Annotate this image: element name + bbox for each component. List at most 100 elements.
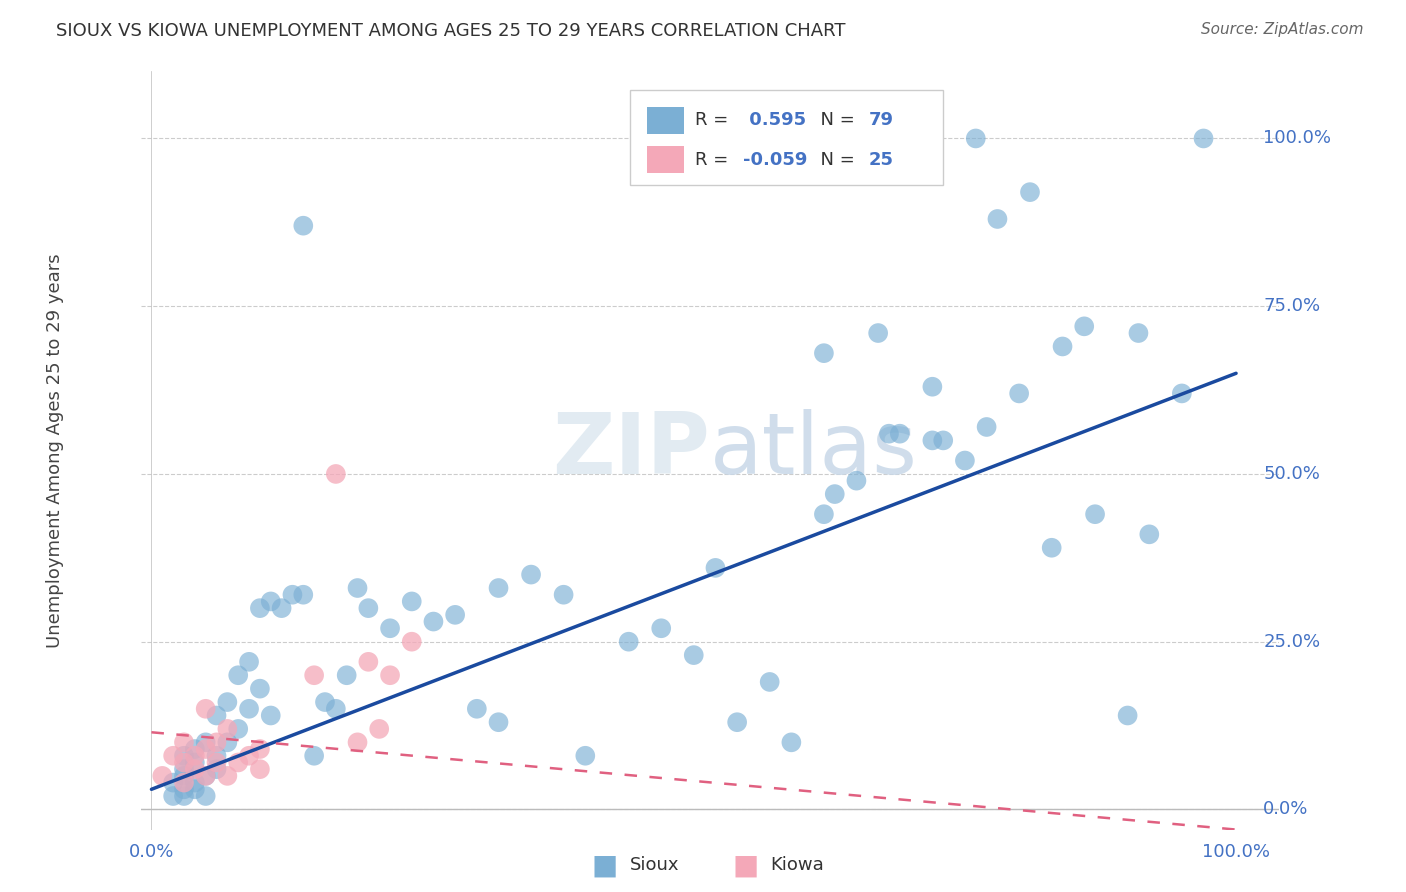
Point [921, 380, 943, 394]
Point [976, 420, 998, 434]
Text: Kiowa: Kiowa [770, 856, 824, 874]
Text: ZIP: ZIP [553, 409, 710, 492]
Point [184, 742, 207, 756]
Point [238, 748, 260, 763]
Point [226, 756, 249, 770]
Point [1052, 339, 1074, 353]
Point [184, 762, 207, 776]
Point [173, 735, 195, 749]
Point [173, 756, 195, 770]
Point [238, 702, 260, 716]
Point [194, 789, 217, 803]
Point [520, 567, 543, 582]
Point [444, 607, 467, 622]
Point [1128, 326, 1150, 340]
Point [465, 702, 488, 716]
Point [378, 621, 401, 635]
Point [205, 756, 228, 770]
Text: 50.0%: 50.0% [1263, 465, 1320, 483]
FancyBboxPatch shape [647, 146, 683, 173]
Text: 0.595: 0.595 [742, 112, 806, 129]
Point [1084, 507, 1107, 521]
Point [292, 219, 315, 233]
Text: atlas: atlas [710, 409, 918, 492]
Point [217, 695, 239, 709]
Point [357, 655, 380, 669]
Text: ■: ■ [733, 851, 758, 880]
Point [368, 722, 391, 736]
Point [205, 762, 228, 776]
Text: -0.059: -0.059 [742, 151, 807, 169]
Text: 25: 25 [869, 151, 893, 169]
Point [238, 655, 260, 669]
Point [302, 668, 325, 682]
Point [325, 467, 347, 481]
Point [217, 722, 239, 736]
Text: 0.0%: 0.0% [1263, 800, 1309, 819]
Point [932, 434, 955, 448]
Point [488, 715, 510, 730]
Point [194, 769, 217, 783]
Point [813, 346, 835, 360]
Point [173, 762, 195, 776]
Text: 25.0%: 25.0% [1263, 632, 1320, 650]
Point [173, 775, 195, 789]
Point [965, 131, 987, 145]
Point [682, 648, 704, 662]
Point [1019, 185, 1042, 199]
Point [205, 735, 228, 749]
Text: 75.0%: 75.0% [1263, 297, 1320, 315]
Point [574, 748, 596, 763]
Text: Sioux: Sioux [630, 856, 679, 874]
FancyBboxPatch shape [630, 90, 943, 186]
Point [281, 588, 304, 602]
Text: 79: 79 [869, 112, 893, 129]
Point [205, 708, 228, 723]
Point [217, 769, 239, 783]
Point [868, 326, 890, 340]
Point [1040, 541, 1063, 555]
Point [378, 668, 401, 682]
Point [226, 668, 249, 682]
Point [650, 621, 672, 635]
Point [725, 715, 748, 730]
Text: Source: ZipAtlas.com: Source: ZipAtlas.com [1201, 22, 1364, 37]
FancyBboxPatch shape [647, 107, 683, 134]
Point [704, 561, 727, 575]
Point [921, 434, 943, 448]
Point [617, 634, 640, 648]
Point [162, 775, 184, 789]
Point [1116, 708, 1139, 723]
Point [173, 782, 195, 797]
Text: SIOUX VS KIOWA UNEMPLOYMENT AMONG AGES 25 TO 29 YEARS CORRELATION CHART: SIOUX VS KIOWA UNEMPLOYMENT AMONG AGES 2… [56, 22, 846, 40]
Text: Unemployment Among Ages 25 to 29 years: Unemployment Among Ages 25 to 29 years [46, 253, 65, 648]
Point [325, 702, 347, 716]
Point [173, 789, 195, 803]
Point [173, 748, 195, 763]
Point [877, 426, 900, 441]
Point [150, 769, 173, 783]
Point [314, 695, 336, 709]
Point [889, 426, 911, 441]
Point [302, 748, 325, 763]
Point [346, 735, 368, 749]
Point [1171, 386, 1194, 401]
Point [488, 581, 510, 595]
Point [205, 748, 228, 763]
Point [162, 748, 184, 763]
Text: 100.0%: 100.0% [1263, 129, 1331, 147]
Point [401, 634, 423, 648]
Point [758, 675, 780, 690]
Point [357, 601, 380, 615]
Point [173, 769, 195, 783]
Point [217, 735, 239, 749]
Text: 100.0%: 100.0% [1202, 843, 1270, 861]
Point [986, 211, 1008, 226]
Point [249, 601, 271, 615]
Point [1192, 131, 1215, 145]
Point [270, 601, 292, 615]
Point [292, 588, 315, 602]
Point [194, 702, 217, 716]
Text: 0.0%: 0.0% [129, 843, 174, 861]
Point [260, 708, 283, 723]
